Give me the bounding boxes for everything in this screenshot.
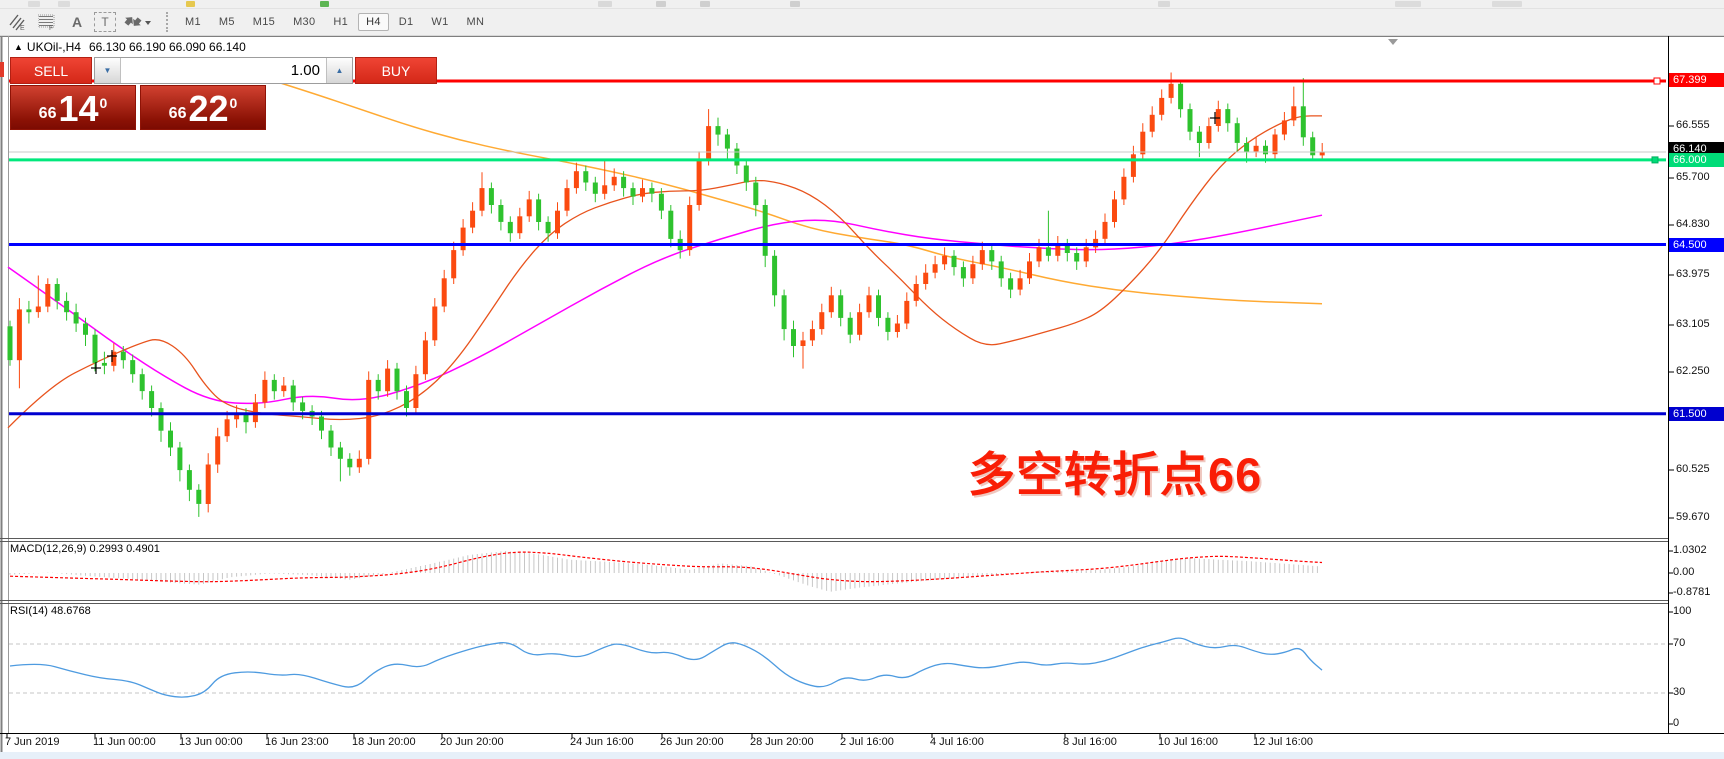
one-click-trade-panel: SELL ▼ ▲ BUY 66 14 0 66 22 0: [10, 57, 437, 130]
buy-price-main: 22: [188, 88, 229, 130]
fibonacci-grid-icon[interactable]: F: [34, 11, 60, 33]
svg-text:F: F: [49, 25, 53, 31]
time-tick-label: 4 Jul 16:00: [930, 736, 984, 748]
price-marker-badge: 66.140: [1669, 142, 1724, 156]
sell-button[interactable]: SELL: [10, 57, 92, 84]
text-box-icon[interactable]: T: [94, 12, 116, 32]
time-tick-label: 10 Jul 16:00: [1158, 736, 1218, 748]
volume-stepper: ▼ ▲: [94, 57, 353, 84]
time-tick-label: 13 Jun 00:00: [179, 736, 243, 748]
sell-price-main: 14: [58, 88, 99, 130]
price-tick-label: 60.525: [1676, 463, 1710, 475]
sell-price-pip: 0: [99, 95, 108, 111]
buy-quote-button[interactable]: 66 22 0: [140, 85, 266, 130]
time-tick-label: 11 Jun 00:00: [93, 736, 156, 748]
time-tick-label: 26 Jun 20:00: [660, 736, 724, 748]
volume-input[interactable]: [121, 58, 326, 83]
cutoff-icon-fragment: [28, 1, 40, 7]
rsi-guide-lines: [9, 643, 1666, 694]
price-marker-badge: 67.399: [1669, 73, 1724, 87]
arrows-tool-icon[interactable]: [120, 11, 156, 33]
chart-window: ▲ UKOil-,H4 66.130 66.190 66.090 66.140 SE…: [0, 36, 1724, 759]
timeframe-group: M1 M5 M15 M30 H1 H4 D1 W1 MN: [176, 13, 493, 31]
ma-fast-line: [7, 115, 1322, 429]
cutoff-icon-fragment: [700, 1, 710, 7]
volume-increase-button[interactable]: ▲: [326, 58, 352, 83]
sell-quote-button[interactable]: 66 14 0: [10, 85, 136, 130]
timeframe-button-h1[interactable]: H1: [333, 16, 349, 28]
indicator-scale-label: 70: [1673, 637, 1686, 649]
window-borders: [0, 36, 1724, 752]
cutoff-icon-fragment: [790, 1, 800, 7]
price-tick-label: 59.670: [1676, 511, 1710, 523]
svg-text:E: E: [20, 25, 25, 31]
price-tick-label: 63.975: [1676, 268, 1710, 280]
time-tick-label: 24 Jun 16:00: [570, 736, 634, 748]
cross-markers[interactable]: [91, 39, 1398, 374]
time-tick-label: 18 Jun 20:00: [352, 736, 416, 748]
price-tick-label: 64.830: [1676, 218, 1710, 230]
timeframe-button-m15[interactable]: M15: [252, 16, 276, 28]
macd-histogram: [9, 551, 1318, 592]
indicator-scale-label: -0.8781: [1673, 586, 1711, 598]
macd-indicator-title: MACD(12,26,9) 0.2993 0.4901: [10, 543, 160, 555]
timeframe-button-m5[interactable]: M5: [218, 16, 235, 28]
price-tick-label: 63.105: [1676, 318, 1710, 330]
symbol-label: UKOil-,H4: [26, 40, 81, 54]
buy-price-prefix: 66: [168, 105, 187, 122]
equidistant-channel-icon[interactable]: E: [4, 11, 30, 33]
rsi-line: [9, 637, 1323, 698]
price-chart-canvas[interactable]: [0, 36, 1724, 759]
indicator-scale-label: 100: [1673, 605, 1692, 617]
cutoff-icon-fragment: [1492, 1, 1522, 7]
indicator-scale-label: 1.0302: [1673, 544, 1707, 556]
sell-price-prefix: 66: [38, 105, 57, 122]
time-tick-label: 20 Jun 20:00: [440, 736, 504, 748]
top-toolbar-sliver: [0, 0, 1724, 9]
buy-price-pip: 0: [229, 95, 238, 111]
cutoff-icon-fragment: [58, 1, 70, 7]
time-tick-label: 7 Jun 2019: [5, 736, 60, 748]
chart-shift-marker: [1388, 39, 1398, 45]
timeframe-button-m1[interactable]: M1: [185, 16, 201, 28]
timeframe-button-w1[interactable]: W1: [431, 16, 449, 28]
cutoff-icon-fragment: [656, 1, 666, 7]
chart-text-annotation: 多空转折点66: [968, 448, 1263, 501]
window-bottom-strip: [0, 752, 1724, 759]
time-tick-label: 12 Jul 16:00: [1253, 736, 1313, 748]
panel-edge-marker: [0, 62, 4, 77]
price-marker-badge: 61.500: [1669, 407, 1724, 421]
timeframe-button-mn[interactable]: MN: [466, 16, 485, 28]
cutoff-icon-fragment: [1158, 1, 1170, 7]
volume-decrease-button[interactable]: ▼: [95, 58, 121, 83]
rsi-indicator-title: RSI(14) 48.6768: [10, 605, 91, 617]
time-tick-label: 16 Jun 23:00: [265, 736, 329, 748]
price-marker-badge: 64.500: [1669, 238, 1724, 252]
timeframe-button-m30[interactable]: M30: [293, 16, 316, 28]
price-tick-label: 66.555: [1676, 119, 1710, 131]
timeframe-button-h4[interactable]: H4: [358, 13, 389, 31]
cutoff-icon-fragment: [320, 1, 329, 7]
price-marker-badge: 66.000: [1669, 153, 1724, 167]
time-tick-label: 28 Jun 20:00: [750, 736, 814, 748]
time-tick-label: 2 Jul 16:00: [840, 736, 894, 748]
collapse-arrow-icon[interactable]: ▲: [14, 42, 23, 52]
time-tick-label: 8 Jul 16:00: [1063, 736, 1117, 748]
ohlc-values: 66.130 66.190 66.090 66.140: [88, 40, 246, 54]
indicator-scale-label: 0: [1673, 717, 1680, 729]
macd-signal-line: [9, 551, 1323, 583]
toolbar: E F A T M1 M5 M15 M30 H1 H4 D1 W1 MN: [0, 9, 1724, 36]
toolbar-separator: [166, 12, 168, 32]
chart-title: ▲ UKOil-,H4 66.130 66.190 66.090 66.140: [14, 40, 246, 54]
cutoff-icon-fragment: [1395, 1, 1421, 7]
indicator-scale-label: 0.00: [1673, 566, 1695, 578]
timeframe-button-d1[interactable]: D1: [398, 16, 414, 28]
price-tick-label: 62.250: [1676, 365, 1710, 377]
price-tick-label: 65.700: [1676, 171, 1710, 183]
cutoff-icon-fragment: [186, 1, 195, 7]
text-label-icon[interactable]: A: [71, 14, 83, 30]
buy-button[interactable]: BUY: [355, 57, 437, 84]
cutoff-icon-fragment: [598, 1, 612, 7]
indicator-scale-label: 30: [1673, 686, 1686, 698]
